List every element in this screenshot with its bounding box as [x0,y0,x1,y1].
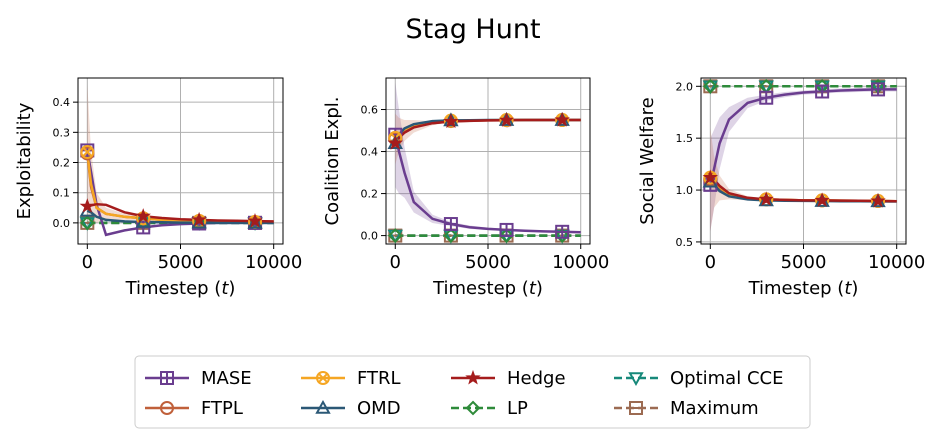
legend-label: FTRL [357,368,401,389]
x-tick-label: 10000 [552,252,609,273]
x-tick-label: 10000 [868,252,925,273]
y-tick-label: 0.0 [53,217,71,230]
marker-mase [499,222,514,237]
legend: MASE FTPL FTRL OMD Hedge LP Optimal CCE Maximum [134,355,811,429]
band-ftpl [87,84,274,223]
marker-hedge [191,211,207,227]
plot-area [86,84,274,237]
legend-label: LP [507,398,528,419]
marker-mase [443,217,458,232]
y-axis-label: Coalition Expl. [322,97,343,226]
marker-hedge [79,198,96,213]
plot-area [394,82,581,237]
x-axis-label: Timestep (t) [748,278,859,299]
series-line-hedge [87,202,274,223]
legend-label: Hedge [507,368,566,389]
legend-item-hedge: Hedge [451,368,566,389]
y-tick-label: 0.0 [361,230,379,243]
marker-lp [79,215,95,231]
legend-item-mase: MASE [145,368,252,389]
marker-hedge [135,208,151,223]
marker-ftrl [80,144,95,159]
series-line-mase [709,88,897,186]
legend-item-lp: LP [451,398,528,419]
marker-mase [871,82,886,97]
y-tick-label: 0.1 [53,187,71,200]
y-tick-label: 0.5 [676,236,694,249]
x-tick-label: 5000 [465,252,511,273]
subplot-coalition-expl-: 0 5000 10000 0.0 0.2 0.4 0.6 Timestep (t) Coalit… [322,77,609,299]
subplot-exploitability: 0 5000 10000 0.0 0.1 0.2 0.3 0.4 Timestep (t) Exp… [14,77,302,299]
legend-marker-lp [465,400,481,416]
x-tick-label: 0 [390,252,401,273]
legend-label: MASE [201,368,252,389]
marker-hedge [247,212,263,228]
marker-hedge [443,113,459,128]
x-tick-label: 10000 [245,252,302,273]
legend-marker-omd [315,399,331,414]
marker-mase [759,90,774,105]
marker-hedge [702,169,719,185]
plot-area [709,85,897,232]
legend-label: FTPL [201,398,243,419]
legend-label: OMD [357,398,401,419]
y-tick-label: 0.2 [53,157,71,170]
y-tick-label: 0.6 [361,104,379,117]
series-line-hedge [709,176,897,203]
marker-hedge [554,111,570,127]
legend-marker-ftpl [160,401,174,415]
y-axis-label: Exploitability [14,102,35,219]
marker-hedge [870,192,886,208]
legend-marker-ftrl [316,371,330,385]
marker-mase [815,84,830,99]
x-tick-label: 5000 [781,252,827,273]
x-axis-label: Timestep (t) [125,278,236,299]
y-tick-label: 0.4 [361,146,379,159]
y-tick-label: 1.5 [676,132,694,145]
marker-lp [387,228,403,244]
y-tick-label: 2.0 [676,80,694,93]
y-tick-label: 0.3 [53,126,71,139]
legend-item-optimal-cce: Optimal CCE [614,368,783,389]
legend-marker-maximum [629,401,643,415]
legend-item-maximum: Maximum [614,398,759,419]
marker-lp [499,228,514,244]
y-tick-label: 1.0 [676,184,694,197]
y-tick-label: 0.4 [53,96,71,109]
y-tick-label: 0.2 [361,188,379,201]
figure-title: Stag Hunt [405,14,540,45]
x-axis-label: Timestep (t) [432,278,543,299]
x-tick-label: 0 [82,252,93,273]
series-line-mase [394,134,581,234]
legend-marker-optimal-cce [628,372,644,387]
legend-label: Maximum [670,398,759,419]
legend-marker-mase [160,371,174,385]
series-line-hedge [394,118,581,144]
legend-item-omd: OMD [301,398,401,419]
marker-mase [555,224,570,239]
series-line-omd [86,209,274,225]
x-tick-label: 0 [705,252,716,273]
marker-lp [554,228,570,244]
legend-item-ftrl: FTRL [301,368,401,389]
legend-marker-hedge [465,369,481,385]
x-tick-label: 5000 [158,252,204,273]
marker-hedge [498,112,515,127]
y-axis-label: Social Welfare [637,97,658,224]
marker-hedge [387,135,403,150]
legend-label: Optimal CCE [670,368,783,389]
marker-lp [443,228,459,244]
subplot-social-welfare: 0 5000 10000 0.5 1.0 1.5 2.0 Timestep (t) Social… [637,77,925,299]
marker-hedge [814,192,830,208]
marker-lp [702,78,718,94]
marker-hedge [758,191,774,206]
legend-item-ftpl: FTPL [145,398,243,419]
